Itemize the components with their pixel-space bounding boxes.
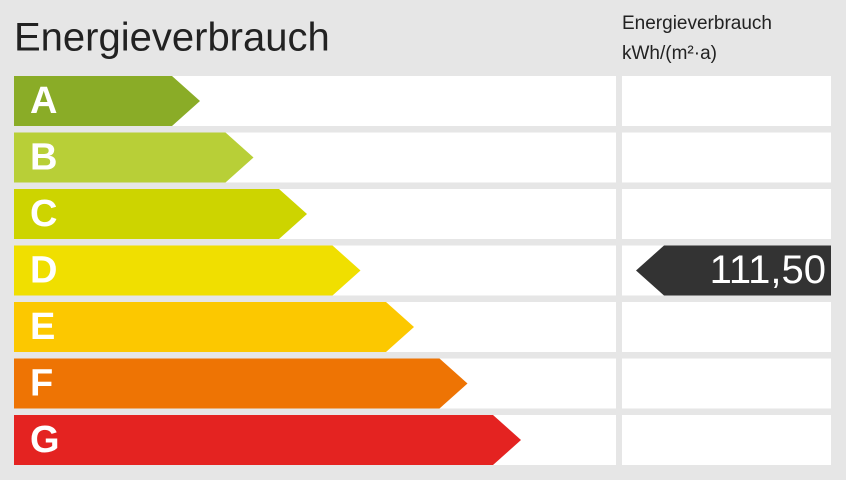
- class-label: F: [30, 363, 53, 405]
- class-arrow: [14, 415, 521, 465]
- value-cell: [622, 76, 831, 126]
- unit-header: kWh/(m²·a): [622, 43, 717, 64]
- class-label: C: [30, 193, 57, 235]
- value-cell: [622, 189, 831, 239]
- value-cell: [622, 358, 831, 409]
- class-label: G: [30, 419, 60, 461]
- class-label: E: [30, 306, 55, 348]
- class-arrow: [14, 302, 414, 352]
- class-arrow: [14, 358, 468, 409]
- indicator-arrow: [636, 245, 831, 296]
- class-label: A: [30, 80, 57, 122]
- class-label: B: [30, 137, 57, 179]
- indicator-value: 111,50: [710, 248, 826, 292]
- value-cell: [622, 132, 831, 183]
- title: Energieverbrauch: [14, 16, 330, 60]
- class-arrow: [14, 76, 200, 126]
- unit-header: Energieverbrauch: [622, 13, 772, 34]
- value-cell: [622, 302, 831, 352]
- class-arrow: [14, 245, 361, 296]
- class-arrow: [14, 132, 254, 183]
- class-arrow: [14, 189, 307, 239]
- value-cell: [622, 415, 831, 465]
- class-label: D: [30, 250, 57, 292]
